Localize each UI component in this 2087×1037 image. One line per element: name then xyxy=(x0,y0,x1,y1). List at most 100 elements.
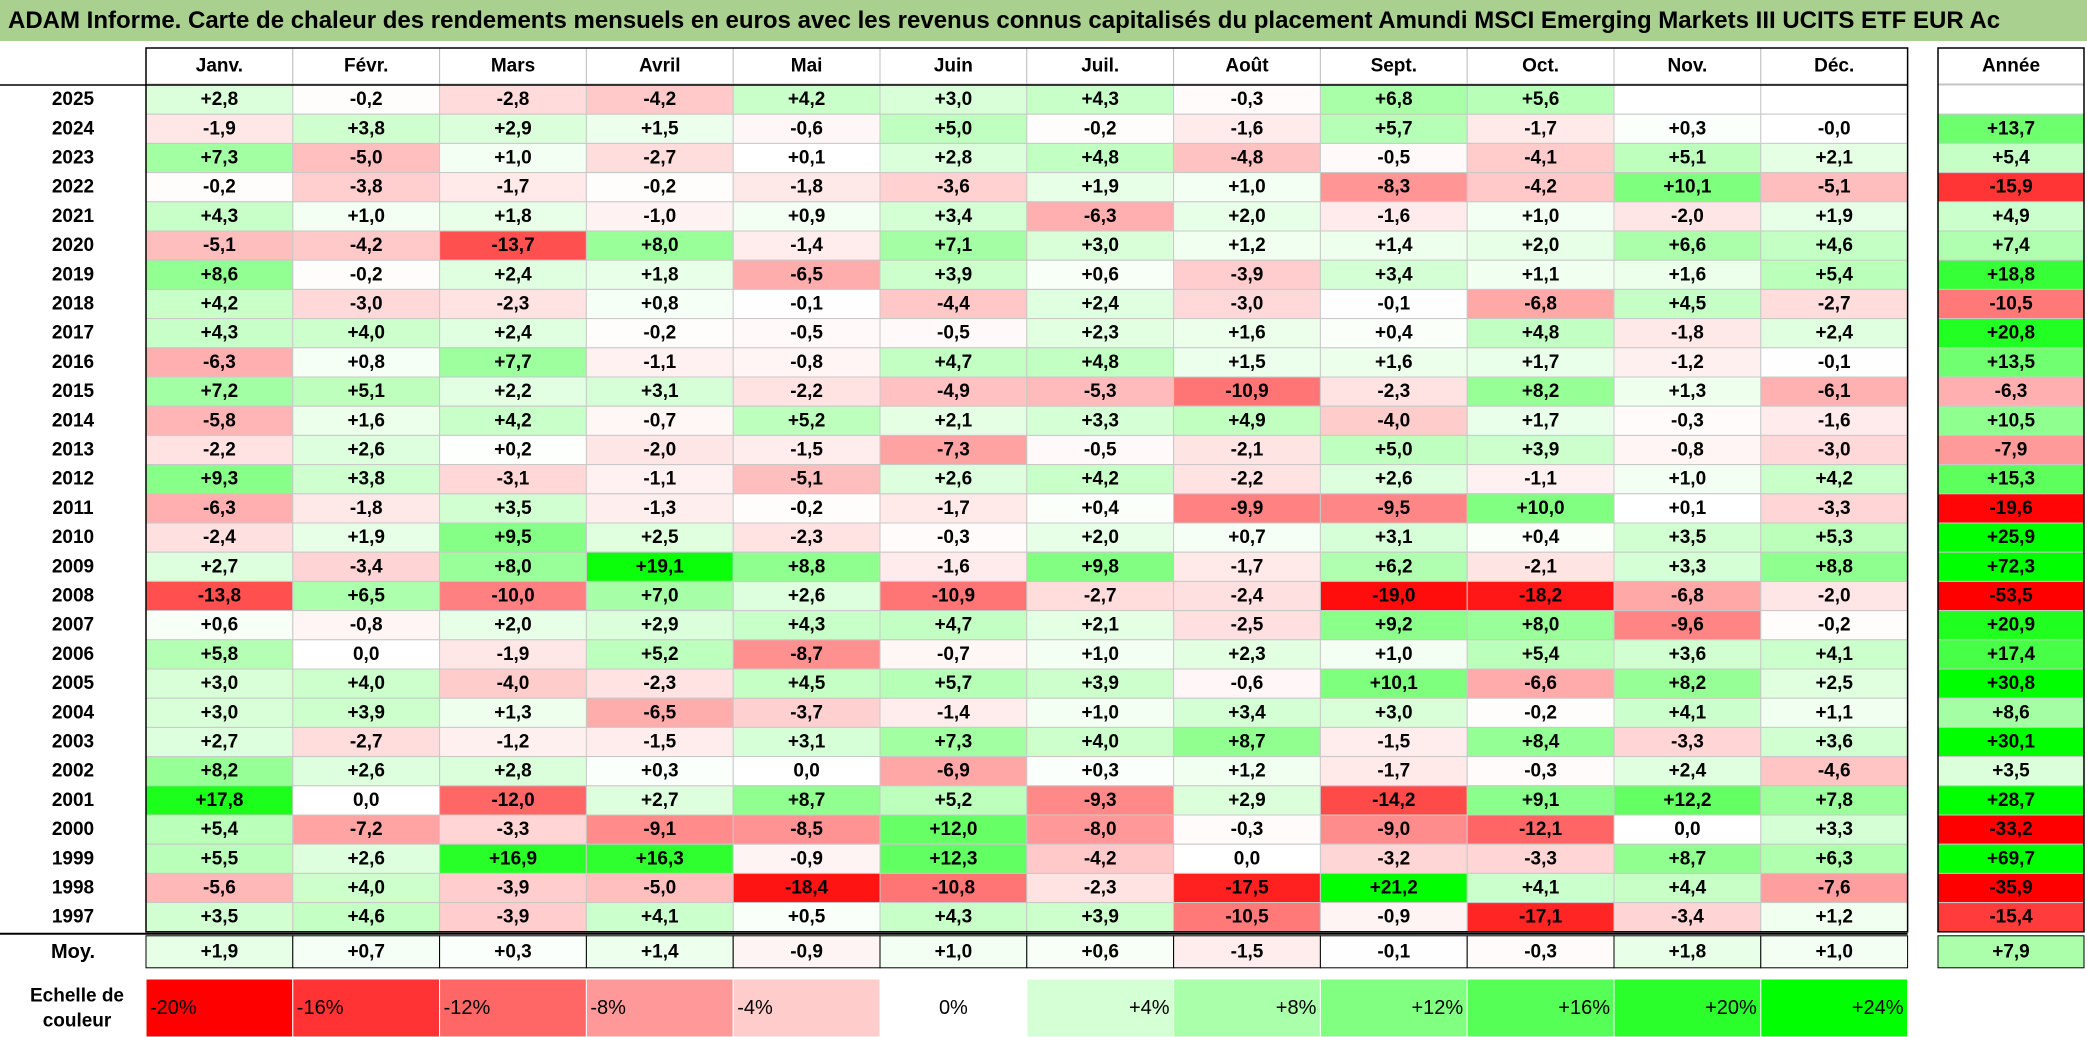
cell-value: -1,4 xyxy=(937,702,970,723)
heatmap-cell xyxy=(1760,84,1909,115)
cell-value: +8,2 xyxy=(201,761,239,782)
cell-value: -9,6 xyxy=(1671,615,1704,636)
month-header-cell xyxy=(1613,47,1762,85)
heatmap-cell xyxy=(1026,434,1175,466)
cell-value: +1,8 xyxy=(494,206,532,227)
heatmap-cell xyxy=(732,113,881,144)
heatmap-cell xyxy=(1466,434,1615,466)
cell-value: +2,4 xyxy=(494,323,532,344)
cell-value: +3,0 xyxy=(201,673,239,694)
cell-value: +2,9 xyxy=(641,615,679,636)
month-header-cell xyxy=(1319,47,1468,85)
annual-cell xyxy=(1937,872,2085,904)
annual-border xyxy=(1937,47,2085,933)
scale-swatch xyxy=(1319,978,1468,1037)
heatmap-cell xyxy=(1613,376,1762,407)
cell-value: +10,1 xyxy=(1663,177,1712,198)
cell-value: -9,3 xyxy=(1084,790,1117,811)
heatmap-cell xyxy=(145,405,294,436)
heatmap-cell xyxy=(1319,288,1468,320)
cell-value: +0,6 xyxy=(201,615,239,636)
average-cell xyxy=(1466,935,1615,969)
scale-swatch xyxy=(145,978,294,1037)
heatmap-cell xyxy=(292,172,441,203)
cell-value: -18,4 xyxy=(785,878,829,899)
cell-value: +2,3 xyxy=(1228,644,1266,665)
year-label: 2009 xyxy=(52,556,94,577)
heatmap-cell xyxy=(1319,551,1468,582)
annual-value: -15,9 xyxy=(1989,177,2032,198)
cell-value: -1,8 xyxy=(350,498,383,519)
cell-value: +2,1 xyxy=(1815,148,1853,169)
annual-value: +15,3 xyxy=(1987,469,2035,490)
cell-value: -0,3 xyxy=(1671,410,1704,431)
cell-value: 0,0 xyxy=(1674,819,1700,840)
annual-cell xyxy=(1937,113,2085,144)
month-header-label: Déc. xyxy=(1814,56,1854,77)
cell-value: +5,4 xyxy=(201,819,239,840)
cell-value: +0,3 xyxy=(641,761,679,782)
heatmap-cell xyxy=(585,318,734,349)
annual-value: -19,6 xyxy=(1989,498,2032,519)
heatmap-cell xyxy=(879,172,1028,203)
cell-value: +2,1 xyxy=(1081,615,1119,636)
annual-value: -6,3 xyxy=(1995,381,2028,402)
scale-swatch-label: -4% xyxy=(737,997,773,1019)
cell-value: -0,5 xyxy=(1084,440,1117,461)
cell-value: +4,1 xyxy=(641,907,679,928)
cell-value: +1,5 xyxy=(1228,352,1266,373)
heatmap-cell xyxy=(1173,464,1321,495)
annual-cell xyxy=(1937,814,2085,845)
cell-value: -6,8 xyxy=(1671,586,1704,607)
year-label: 2006 xyxy=(52,644,94,665)
cell-value: -3,9 xyxy=(497,878,530,899)
heatmap-cell xyxy=(1613,288,1762,320)
average-value: +1,4 xyxy=(641,941,679,962)
cell-value: -1,0 xyxy=(643,206,676,227)
heatmap-cell xyxy=(1613,434,1762,466)
cell-value: -1,9 xyxy=(497,644,530,665)
heatmap-cell xyxy=(439,347,587,378)
average-cell xyxy=(1760,935,1909,969)
heatmap-cell xyxy=(732,142,881,174)
cell-value: -3,3 xyxy=(1671,732,1704,753)
cell-value: -2,3 xyxy=(790,527,823,548)
cell-value: +0,6 xyxy=(1081,264,1119,285)
cell-value: +0,8 xyxy=(641,294,679,315)
annual-value: +20,9 xyxy=(1987,615,2035,636)
cell-value: -1,7 xyxy=(1377,761,1410,782)
year-label: 1999 xyxy=(52,848,94,869)
heatmap-cell xyxy=(1319,142,1468,174)
cell-value: -1,6 xyxy=(1377,206,1410,227)
cell-value: -5,3 xyxy=(1084,381,1117,402)
cell-value: -17,5 xyxy=(1225,878,1269,899)
cell-value: +12,0 xyxy=(929,819,977,840)
cell-value: -4,6 xyxy=(1818,761,1851,782)
year-label: 2002 xyxy=(52,761,94,782)
heatmap-cell xyxy=(732,814,881,845)
cell-value: +5,2 xyxy=(641,644,679,665)
cell-value: +2,9 xyxy=(1228,790,1266,811)
cell-value: -2,2 xyxy=(790,381,823,402)
average-cell xyxy=(1613,935,1762,969)
cell-value: -0,2 xyxy=(1818,615,1851,636)
heatmap-cell xyxy=(1613,872,1762,904)
cell-value: -3,0 xyxy=(1231,294,1264,315)
cell-value: +9,5 xyxy=(494,527,532,548)
cell-value: +4,2 xyxy=(494,410,532,431)
scale-swatch-label: +24% xyxy=(1852,997,1904,1019)
cell-value: +6,3 xyxy=(1815,848,1853,869)
cell-value: -0,5 xyxy=(790,323,823,344)
year-label: 2022 xyxy=(52,177,94,198)
cell-value: -0,2 xyxy=(1084,118,1117,139)
cell-value: -10,9 xyxy=(1225,381,1268,402)
cell-value: +5,2 xyxy=(935,790,973,811)
heatmap-cell xyxy=(1760,639,1909,670)
cell-value: +3,0 xyxy=(1081,235,1119,256)
average-value: -0,1 xyxy=(1377,941,1410,962)
cell-value: +1,6 xyxy=(347,410,385,431)
heatmap-cell xyxy=(585,697,734,728)
heatmap-cell xyxy=(732,376,881,407)
scale-swatch-label: -8% xyxy=(590,997,626,1019)
year-label: 2000 xyxy=(52,819,94,840)
